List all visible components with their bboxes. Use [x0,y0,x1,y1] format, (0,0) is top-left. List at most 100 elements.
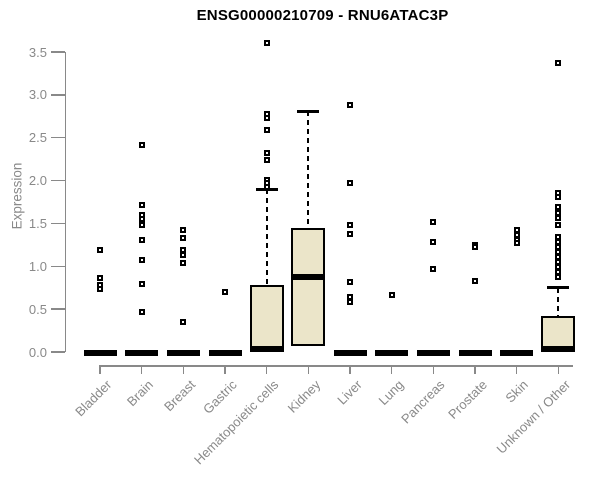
outlier-point [555,264,562,271]
x-tick [474,365,476,374]
outlier-point [263,150,270,157]
outlier-point [347,180,353,187]
outlier-point [180,319,187,325]
collapsed-box-bar [500,349,534,356]
outlier-point [263,183,270,190]
x-category-label: Unknown / Other [493,377,573,457]
outlier-point [138,142,145,149]
box [249,285,284,352]
outlier-point [472,244,478,251]
box-median-line [291,273,326,280]
outlier-point [513,231,520,238]
collapsed-box-bar [208,349,242,356]
outlier-point [138,257,145,264]
collapsed-box-bar [458,349,492,356]
outlier-point [347,102,353,109]
collapsed-box-bar [166,349,200,356]
outlier-point [347,230,353,237]
y-tick-label: 3.0 [28,87,47,103]
y-tick [51,136,65,139]
box-median-line [249,346,284,353]
collapsed-box-bar [125,349,159,356]
x-tick [515,365,518,374]
y-tick [51,94,65,96]
x-category-label: Liver [334,377,365,408]
outlier-point [138,308,145,315]
x-tick [182,365,185,374]
x-tick [349,365,351,374]
x-tick [224,365,226,374]
outlier-point [555,222,562,229]
outlier-point [347,222,353,229]
y-tick [51,265,65,268]
outlier-point [555,248,562,255]
collapsed-box-bar [375,349,409,356]
x-category-label: Pancreas [398,377,448,427]
outlier-point [555,210,562,217]
x-category-label: Kidney [284,377,323,416]
y-tick-label: 2.5 [28,130,47,146]
collapsed-box-bar [416,349,450,356]
outlier-point [555,215,562,222]
whisker [265,189,268,286]
outlier-point [263,127,270,133]
x-category-label: Skin [502,377,532,406]
y-tick-label: 1.5 [28,215,47,231]
outlier-point [97,275,103,282]
x-tick [265,365,268,374]
x-tick [557,365,560,374]
box [291,227,326,346]
y-axis-line [64,52,66,352]
outlier-point [180,235,187,241]
x-tick [99,365,101,374]
x-axis-line [99,365,573,367]
x-tick [390,365,393,374]
y-tick-label: 3.5 [28,44,47,60]
outlier-point [347,278,353,285]
y-tick-label: 0.0 [28,344,47,360]
x-category-label: Gastric [199,377,240,417]
outlier-point [180,252,187,259]
y-tick-label: 0.5 [28,301,47,317]
y-tick [51,308,65,310]
outlier-point [388,291,395,298]
x-category-label: Prostate [444,377,490,422]
outlier-point [555,259,562,265]
outlier-point [347,299,353,306]
outlier-point [263,115,270,121]
x-category-label: Bladder [72,377,115,420]
outlier-point [555,273,562,280]
whisker [307,111,310,228]
outlier-point [555,193,562,200]
x-category-label: Brain [124,377,157,410]
y-tick [51,51,65,53]
outlier-point [138,216,145,223]
outlier-point [430,265,437,272]
outlier-point [555,204,562,211]
outlier-point [555,253,562,260]
collapsed-box-bar [83,349,117,356]
outlier-point [97,285,103,292]
outlier-point [222,289,228,295]
outlier-point [138,281,145,288]
outlier-point [180,247,187,253]
outlier-point [263,40,270,47]
y-tick [51,351,65,353]
outlier-point [513,240,520,247]
outlier-point [555,243,562,250]
x-tick [140,365,143,374]
x-category-label: Breast [160,377,198,415]
outlier-point [430,239,437,246]
y-tick [51,222,65,225]
outlier-point [347,294,353,301]
outlier-point [555,234,562,241]
outlier-point [430,218,437,225]
outlier-point [472,277,478,284]
whisker-cap [547,286,570,290]
box-median-line [541,346,576,353]
outlier-point [263,157,270,163]
x-tick [307,365,310,374]
outlier-point [555,60,562,67]
outlier-point [138,236,145,243]
